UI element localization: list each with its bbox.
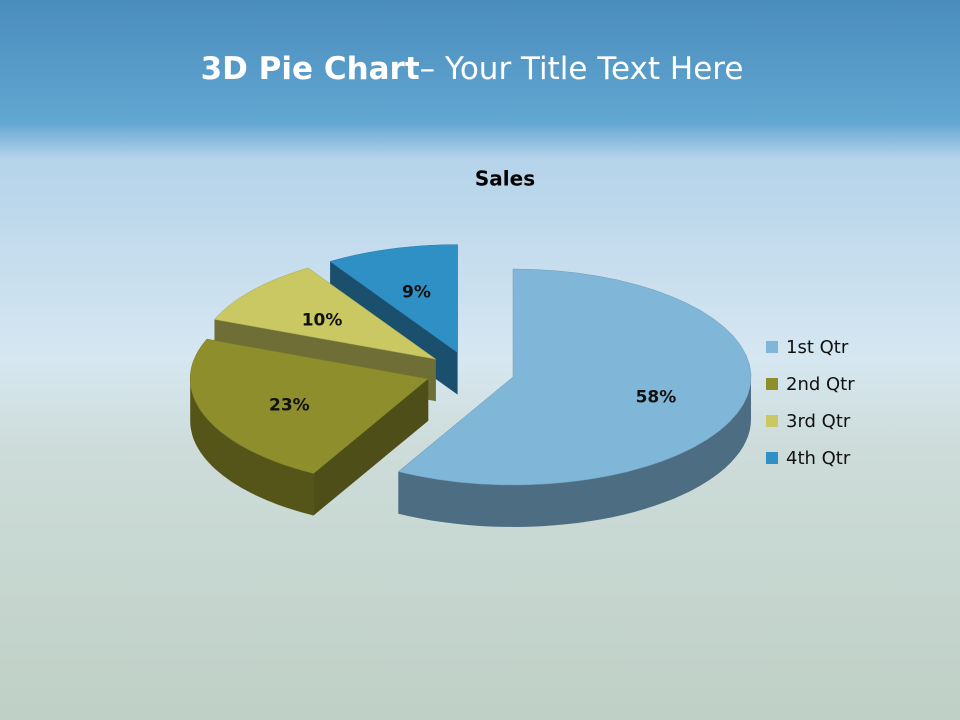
slice-side — [398, 377, 751, 527]
title-bold: 3D Pie Chart — [201, 51, 420, 87]
slice-side — [190, 378, 314, 516]
slice — [214, 267, 436, 360]
slide-title: 3D Pie Chart– Your Title Text Here — [201, 51, 744, 87]
legend-swatch — [766, 341, 778, 353]
legend-swatch — [766, 415, 778, 427]
data-label: 9% — [402, 282, 431, 302]
slice — [189, 338, 429, 474]
legend-swatch — [766, 452, 778, 464]
data-label: 10% — [302, 310, 343, 330]
legend: 1st Qtr 2nd Qtr 3rd Qtr 4th Qtr — [766, 337, 855, 469]
slice — [329, 244, 458, 354]
chart-title: Sales — [475, 167, 535, 191]
data-label: 23% — [269, 396, 310, 416]
legend-label: 3rd Qtr — [786, 411, 851, 432]
legend-swatch — [766, 378, 778, 390]
slice — [397, 268, 752, 486]
pie: 58% 23% 10% 9% — [189, 244, 752, 527]
legend-label: 4th Qtr — [786, 448, 851, 469]
legend-label: 2nd Qtr — [786, 374, 855, 395]
data-label: 58% — [636, 388, 677, 408]
legend-label: 1st Qtr — [786, 337, 849, 358]
title-rest: – Your Title Text Here — [420, 51, 744, 87]
